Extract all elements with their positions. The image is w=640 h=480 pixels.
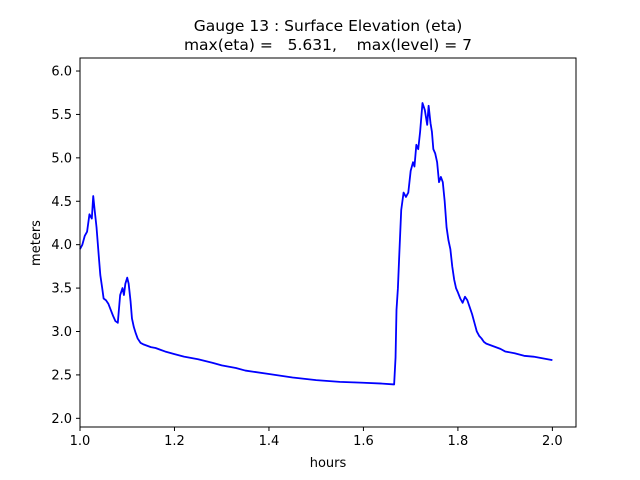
plot-area: [79, 57, 577, 428]
chart-title: Gauge 13 : Surface Elevation (eta): [194, 17, 463, 35]
y-tick-label: 3.5: [51, 282, 72, 297]
y-axis-label: meters: [29, 220, 44, 266]
x-tick-label: 2.0: [542, 434, 563, 449]
x-tick-label: 1.4: [259, 434, 280, 449]
y-tick-label: 4.0: [51, 238, 72, 253]
chart-subtitle: max(eta) = 5.631, max(level) = 7: [184, 36, 472, 54]
axes-frame: [79, 57, 577, 428]
y-tick-label: 3.0: [51, 325, 72, 340]
y-tick-label: 2.5: [51, 368, 72, 383]
y-axis: 2.0 2.5 3.0 3.5 4.0 4.5 5.0 5.5 6.0: [51, 65, 80, 427]
x-tick-label: 1.0: [70, 434, 91, 449]
y-tick-label: 4.5: [51, 195, 72, 210]
y-tick-label: 5.0: [51, 151, 72, 166]
y-tick-label: 6.0: [51, 65, 72, 80]
x-tick-label: 1.8: [448, 434, 469, 449]
x-tick-label: 1.2: [164, 434, 185, 449]
y-tick-label: 5.5: [51, 108, 72, 123]
y-tick-label: 2.0: [51, 412, 72, 427]
series-line-0: [79, 102, 553, 386]
x-axis-label: hours: [310, 456, 347, 471]
x-axis: 1.0 1.2 1.4 1.6 1.8 2.0: [70, 427, 563, 449]
x-tick-label: 1.6: [353, 434, 374, 449]
